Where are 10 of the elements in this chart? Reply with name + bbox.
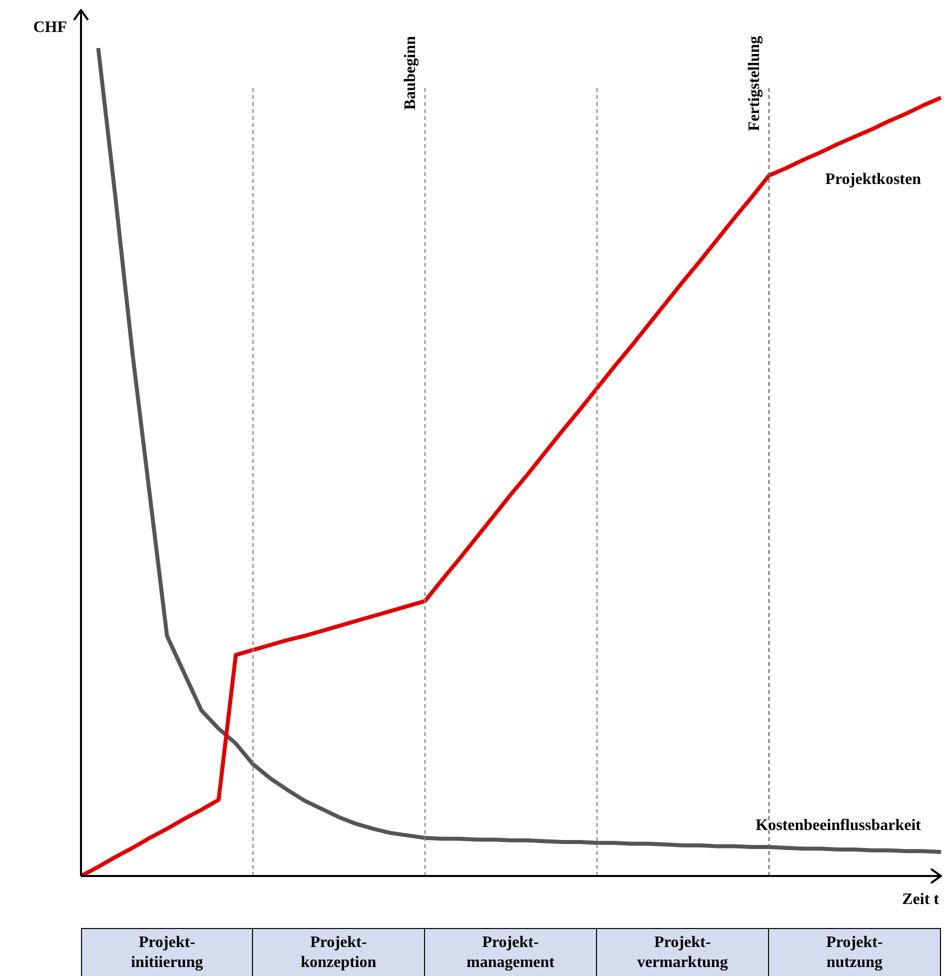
text: Projekt- konzeption	[253, 928, 425, 976]
text: Projekt- vermarktung	[597, 928, 769, 976]
y-axis-title: CHF	[33, 19, 68, 36]
text: Projekt- management	[425, 928, 597, 976]
text: Projekt- initiierung	[81, 928, 253, 976]
annotation: Fertigstellung	[746, 36, 764, 132]
x-axis-title: Zeit t	[902, 891, 940, 908]
series-label: Kostenbeeinflussbarkeit	[756, 817, 922, 834]
annotation: Baubeginn	[402, 36, 420, 110]
series-label: Projektkosten	[825, 170, 922, 188]
